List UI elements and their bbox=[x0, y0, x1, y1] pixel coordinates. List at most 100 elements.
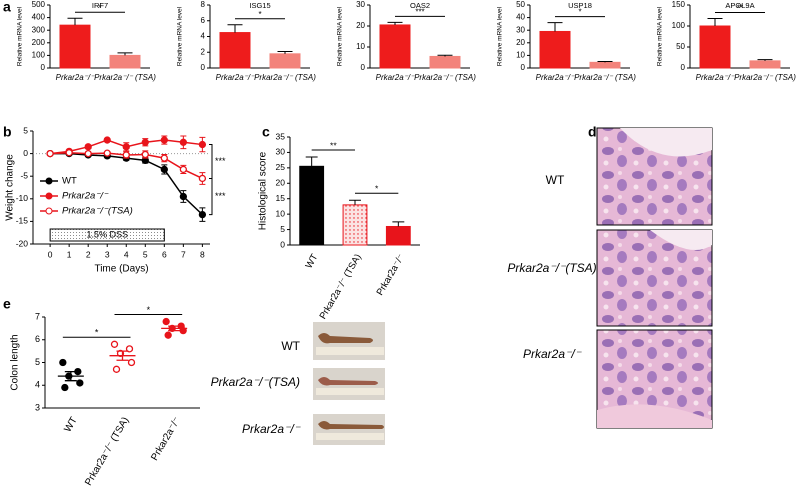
y-tick-label: 0 bbox=[201, 63, 206, 72]
histology-lumen bbox=[620, 128, 712, 157]
y-tick-label: 0 bbox=[361, 63, 366, 72]
photo-label: Prkar2a⁻/⁻(TSA) bbox=[211, 375, 300, 389]
y-tick-label: -5 bbox=[20, 170, 28, 180]
y-axis-label: Relative mRNA level bbox=[17, 6, 24, 66]
y-axis-label: Colon length bbox=[10, 334, 21, 390]
y-tick-label: 8 bbox=[201, 0, 206, 9]
y-tick-label: 5 bbox=[35, 357, 40, 367]
x-tick-label: 8 bbox=[200, 249, 205, 259]
marker bbox=[141, 138, 149, 146]
marker bbox=[179, 165, 188, 174]
x-tick-label: 0 bbox=[48, 249, 53, 259]
data-point bbox=[59, 358, 67, 367]
marker bbox=[179, 192, 188, 201]
y-tick-label: 0 bbox=[23, 148, 28, 158]
bar bbox=[299, 165, 325, 246]
x-tick-label: Prkar2a⁻/⁻ bbox=[376, 73, 415, 82]
bar bbox=[699, 25, 731, 69]
y-tick-label: 100 bbox=[672, 21, 686, 30]
significance-label: *** bbox=[215, 156, 226, 166]
mean-error-bar bbox=[57, 370, 84, 382]
y-tick-label: 50 bbox=[516, 0, 525, 9]
error-bar bbox=[392, 221, 405, 227]
y-tick-label: 3 bbox=[35, 402, 40, 412]
bar bbox=[269, 53, 301, 69]
marker bbox=[198, 140, 207, 149]
significance-label: * bbox=[258, 10, 261, 19]
x-tick-label: 6 bbox=[162, 249, 167, 259]
y-tick-label: -10 bbox=[16, 193, 29, 203]
marker bbox=[84, 143, 92, 151]
y-tick-label: 7 bbox=[35, 311, 40, 321]
error-bar bbox=[227, 24, 243, 33]
x-tick-label: Prkar2a⁻/⁻ (TSA) bbox=[414, 73, 476, 82]
significance-label: * bbox=[375, 184, 379, 194]
x-tick-label: Prkar2a⁻/⁻ (TSA) bbox=[318, 252, 364, 321]
photo bbox=[313, 414, 385, 445]
marker bbox=[103, 136, 111, 144]
y-tick-label: 0 bbox=[41, 63, 46, 72]
marker bbox=[179, 138, 188, 146]
marker bbox=[141, 150, 149, 159]
y-tick-label: 5 bbox=[280, 224, 285, 234]
x-tick-label: Prkar2a⁻/⁻ bbox=[536, 73, 575, 82]
significance-label: ** bbox=[330, 140, 337, 150]
y-axis-label: Relative mRNA level bbox=[177, 6, 184, 66]
y-axis-label: Weight change bbox=[5, 154, 16, 221]
image-label: Prkar2a⁻/⁻ bbox=[523, 347, 583, 361]
bar bbox=[589, 61, 621, 69]
marker bbox=[65, 149, 73, 157]
x-axis-label: Time (Days) bbox=[94, 264, 148, 275]
y-tick-label: 500 bbox=[32, 0, 46, 9]
y-tick-label: 25 bbox=[276, 162, 286, 172]
significance-label: *** bbox=[415, 8, 424, 17]
y-tick-label: 4 bbox=[35, 380, 40, 390]
legend-label: WT bbox=[62, 176, 77, 187]
y-tick-label: 5 bbox=[23, 125, 28, 135]
bar bbox=[109, 54, 141, 69]
data-point bbox=[162, 317, 170, 326]
shaded-period bbox=[49, 228, 165, 242]
y-tick-label: 0 bbox=[280, 239, 285, 249]
x-tick-label: 7 bbox=[181, 249, 186, 259]
image-label: Prkar2a⁻/⁻(TSA) bbox=[507, 261, 596, 275]
photo-label: Prkar2a⁻/⁻ bbox=[242, 422, 302, 436]
chart-title: APOL9A bbox=[725, 1, 754, 10]
colon bbox=[318, 333, 373, 344]
error-bar bbox=[547, 22, 563, 32]
bar bbox=[379, 24, 411, 69]
error-bar bbox=[707, 17, 723, 26]
y-tick-label: 0 bbox=[681, 63, 686, 72]
x-tick-label: WT bbox=[62, 415, 79, 434]
error-bar bbox=[305, 156, 318, 167]
marker bbox=[198, 174, 207, 183]
y-tick-label: -15 bbox=[16, 216, 29, 226]
y-tick-label: 200 bbox=[32, 38, 46, 47]
histology-images bbox=[596, 127, 713, 429]
x-tick-label: Prkar2a⁻/⁻ (TSA) bbox=[734, 73, 796, 82]
error-bar bbox=[117, 52, 133, 56]
significance-label: * bbox=[98, 3, 101, 12]
colon-photos bbox=[313, 322, 385, 445]
bar bbox=[749, 60, 781, 69]
significance-bracket bbox=[209, 144, 213, 179]
colon bbox=[318, 377, 378, 386]
y-tick-label: 300 bbox=[32, 25, 46, 34]
data-point bbox=[112, 365, 121, 373]
panel-label: a bbox=[3, 0, 11, 15]
legend-label: Prkar2a⁻/⁻ bbox=[62, 191, 109, 202]
y-tick-label: 20 bbox=[276, 178, 286, 188]
y-axis-label: Relative mRNA level bbox=[657, 6, 664, 66]
y-tick-label: 50 bbox=[676, 42, 685, 51]
x-tick-label: 4 bbox=[124, 249, 129, 259]
y-tick-label: 35 bbox=[276, 131, 286, 141]
y-tick-label: 40 bbox=[516, 13, 525, 22]
x-tick-label: Prkar2a⁻/⁻ bbox=[696, 73, 735, 82]
marker bbox=[160, 165, 168, 174]
y-axis-label: Histological score bbox=[258, 151, 269, 230]
marker bbox=[160, 136, 168, 144]
y-tick-label: 30 bbox=[276, 147, 286, 157]
chart-title: ISG15 bbox=[249, 1, 270, 10]
